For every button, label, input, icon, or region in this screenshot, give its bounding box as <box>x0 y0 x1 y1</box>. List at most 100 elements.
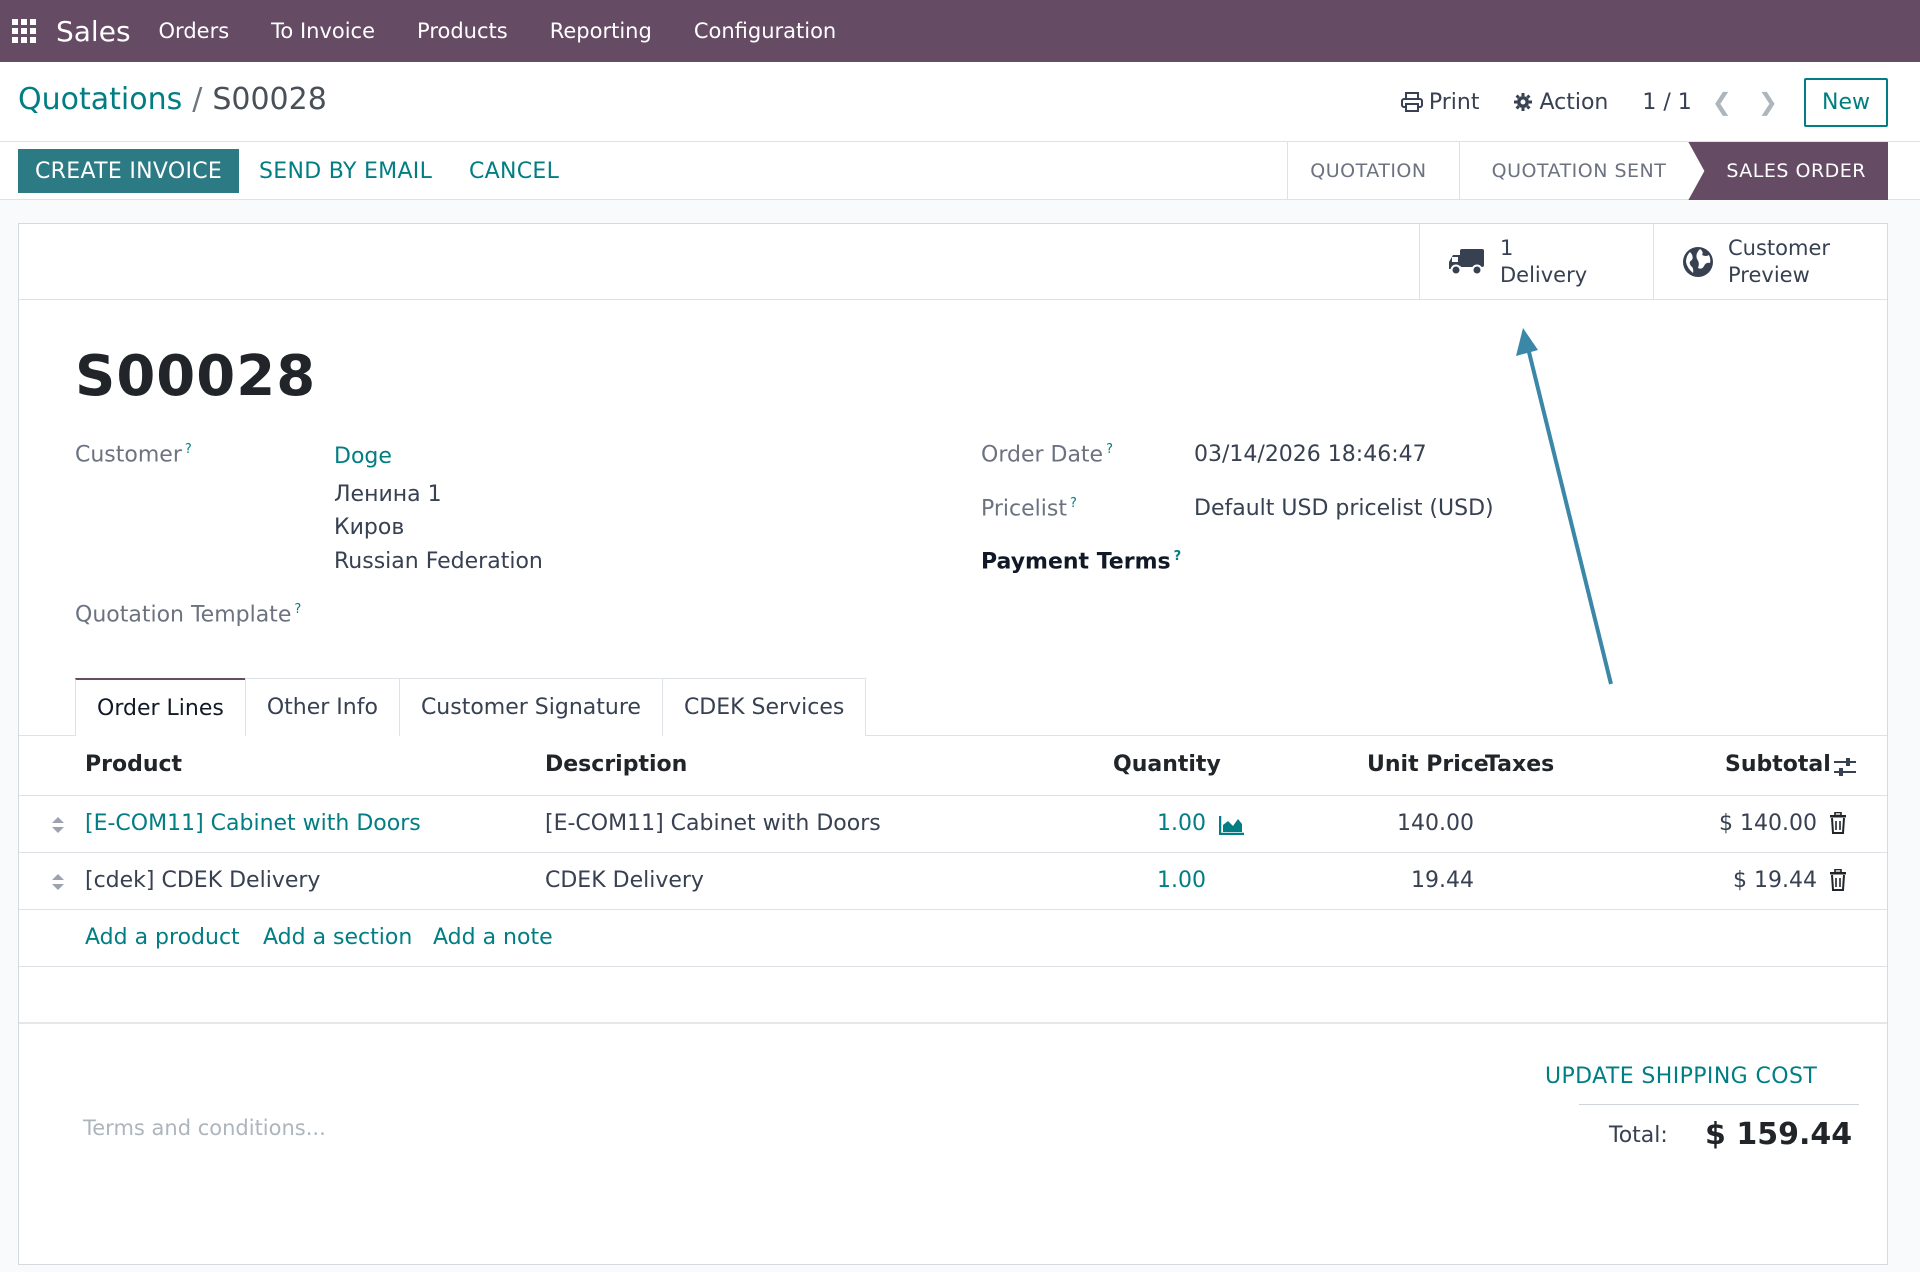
status-bar: CREATE INVOICE SEND BY EMAIL CANCEL QUOT… <box>0 142 1920 200</box>
breadcrumb-quotations[interactable]: Quotations <box>18 82 183 117</box>
printer-icon <box>1400 92 1423 112</box>
terms-and-conditions-input[interactable]: Terms and conditions... <box>83 1116 326 1140</box>
pricelist-value[interactable]: Default USD pricelist (USD) <box>1194 496 1494 521</box>
menu-products[interactable]: Products <box>417 19 508 43</box>
total-divider <box>1579 1104 1859 1105</box>
top-navbar: Sales Orders To Invoice Products Reporti… <box>0 0 1920 62</box>
table-row[interactable]: [cdek] CDEK Delivery CDEK Delivery 1.00 … <box>19 853 1887 910</box>
total-value: $ 159.44 <box>1705 1117 1853 1152</box>
help-icon[interactable]: ? <box>184 442 192 457</box>
line-unit-price[interactable]: 19.44 <box>1411 868 1474 893</box>
line-quantity[interactable]: 1.00 <box>1157 868 1206 893</box>
smart-button-box: 1 Delivery Customer Preview <box>19 224 1887 300</box>
add-line-links: Add a product Add a section Add a note <box>19 910 1887 967</box>
table-row[interactable]: [E-COM11] Cabinet with Doors [E-COM11] C… <box>19 796 1887 853</box>
customer-preview-line2: Preview <box>1728 263 1810 287</box>
optional-columns-icon[interactable] <box>1833 756 1857 778</box>
customer-name[interactable]: Doge <box>334 444 392 469</box>
line-product[interactable]: [cdek] CDEK Delivery <box>85 868 321 893</box>
action-label: Action <box>1539 89 1609 115</box>
tab-order-lines[interactable]: Order Lines <box>75 678 246 736</box>
pricelist-label: Pricelist? <box>981 496 1077 521</box>
help-icon[interactable]: ? <box>1106 442 1114 457</box>
globe-icon <box>1683 247 1713 277</box>
action-button[interactable]: Action <box>1513 90 1608 115</box>
form-sheet: 1 Delivery Customer Preview S00028 Custo… <box>18 223 1888 1265</box>
breadcrumb: Quotations / S00028 <box>18 82 327 117</box>
stage-quotation[interactable]: QUOTATION <box>1287 142 1458 200</box>
apps-menu-icon[interactable] <box>12 19 36 43</box>
stage-pipeline: QUOTATION QUOTATION SENT SALES ORDER <box>1287 142 1888 200</box>
order-date-value[interactable]: 03/14/2026 18:46:47 <box>1194 442 1427 467</box>
breadcrumb-current: S00028 <box>212 82 327 117</box>
header-subtotal[interactable]: Subtotal <box>1725 752 1831 777</box>
header-product[interactable]: Product <box>85 752 183 777</box>
customer-address-line3: Russian Federation <box>334 549 543 574</box>
header-quantity[interactable]: Quantity <box>1113 752 1221 777</box>
print-button[interactable]: Print <box>1400 90 1479 115</box>
help-icon[interactable]: ? <box>1173 549 1182 564</box>
pricelist-label-text: Pricelist <box>981 496 1067 522</box>
stage-sales-order[interactable]: SALES ORDER <box>1688 142 1888 200</box>
help-icon[interactable]: ? <box>294 602 302 617</box>
menu-configuration[interactable]: Configuration <box>693 19 837 43</box>
forecast-chart-icon[interactable] <box>1219 815 1245 835</box>
drag-handle-icon[interactable] <box>51 816 65 834</box>
quotation-template-label-text: Quotation Template <box>75 602 292 628</box>
stage-quotation-sent[interactable]: QUOTATION SENT <box>1458 142 1689 200</box>
header-unit-price[interactable]: Unit Price <box>1367 752 1489 777</box>
line-unit-price[interactable]: 140.00 <box>1397 811 1474 836</box>
customer-address-line2: Киров <box>334 515 405 540</box>
line-product[interactable]: [E-COM11] Cabinet with Doors <box>85 811 421 836</box>
order-date-label: Order Date? <box>981 442 1113 467</box>
header-taxes[interactable]: Taxes <box>1485 752 1555 777</box>
line-subtotal: $ 140.00 <box>1719 811 1817 836</box>
app-name[interactable]: Sales <box>56 14 131 48</box>
gear-icon <box>1514 93 1533 111</box>
menu-reporting[interactable]: Reporting <box>549 19 652 43</box>
add-product-link[interactable]: Add a product <box>85 925 240 950</box>
notebook-tabs: Order Lines Other Info Customer Signatur… <box>75 678 867 736</box>
line-quantity[interactable]: 1.00 <box>1157 811 1206 836</box>
line-description[interactable]: CDEK Delivery <box>545 868 704 893</box>
tab-cdek-services[interactable]: CDEK Services <box>661 678 867 736</box>
delivery-label: Delivery <box>1500 263 1588 287</box>
order-date-label-text: Order Date <box>981 442 1104 468</box>
add-section-link[interactable]: Add a section <box>263 925 413 950</box>
update-shipping-cost-button[interactable]: UPDATE SHIPPING COST <box>1545 1064 1818 1089</box>
pager-value[interactable]: 1 / 1 <box>1642 89 1692 115</box>
tab-customer-signature[interactable]: Customer Signature <box>398 678 663 736</box>
truck-icon <box>1449 249 1484 276</box>
header-description[interactable]: Description <box>545 752 688 777</box>
quotation-template-label: Quotation Template? <box>75 602 301 627</box>
cancel-button[interactable]: CANCEL <box>469 158 560 184</box>
drag-handle-icon[interactable] <box>51 873 65 891</box>
pager-previous-icon[interactable]: ❮ <box>1711 88 1732 116</box>
payment-terms-label-text: Payment Terms <box>981 549 1171 575</box>
add-note-link[interactable]: Add a note <box>433 925 553 950</box>
customer-preview-line1: Customer <box>1728 236 1831 260</box>
tab-other-info[interactable]: Other Info <box>244 678 400 736</box>
new-button[interactable]: New <box>1804 77 1888 127</box>
payment-terms-label: Payment Terms? <box>981 549 1181 574</box>
order-lines-header: Product Description Quantity Unit Price … <box>19 736 1887 796</box>
delivery-smart-button[interactable]: 1 Delivery <box>1419 224 1653 300</box>
total-label: Total: <box>1609 1123 1668 1148</box>
send-by-email-button[interactable]: SEND BY EMAIL <box>259 158 433 184</box>
line-description[interactable]: [E-COM11] Cabinet with Doors <box>545 811 881 836</box>
customer-address-line1: Ленина 1 <box>334 482 442 507</box>
help-icon[interactable]: ? <box>1069 496 1077 511</box>
menu-orders[interactable]: Orders <box>158 19 230 43</box>
trash-icon[interactable] <box>1829 869 1847 891</box>
create-invoice-button[interactable]: CREATE INVOICE <box>18 149 240 193</box>
customer-preview-smart-button[interactable]: Customer Preview <box>1653 224 1887 300</box>
delivery-count: 1 <box>1500 236 1514 260</box>
pager-next-icon[interactable]: ❯ <box>1757 88 1778 116</box>
control-panel: Quotations / S00028 Print Action <box>0 62 1920 142</box>
menu-to-invoice[interactable]: To Invoice <box>271 19 376 43</box>
tabs-divider <box>19 735 1887 736</box>
breadcrumb-separator: / <box>192 82 203 117</box>
customer-label: Customer? <box>75 442 192 467</box>
trash-icon[interactable] <box>1829 812 1847 834</box>
record-title: S00028 <box>75 344 317 409</box>
